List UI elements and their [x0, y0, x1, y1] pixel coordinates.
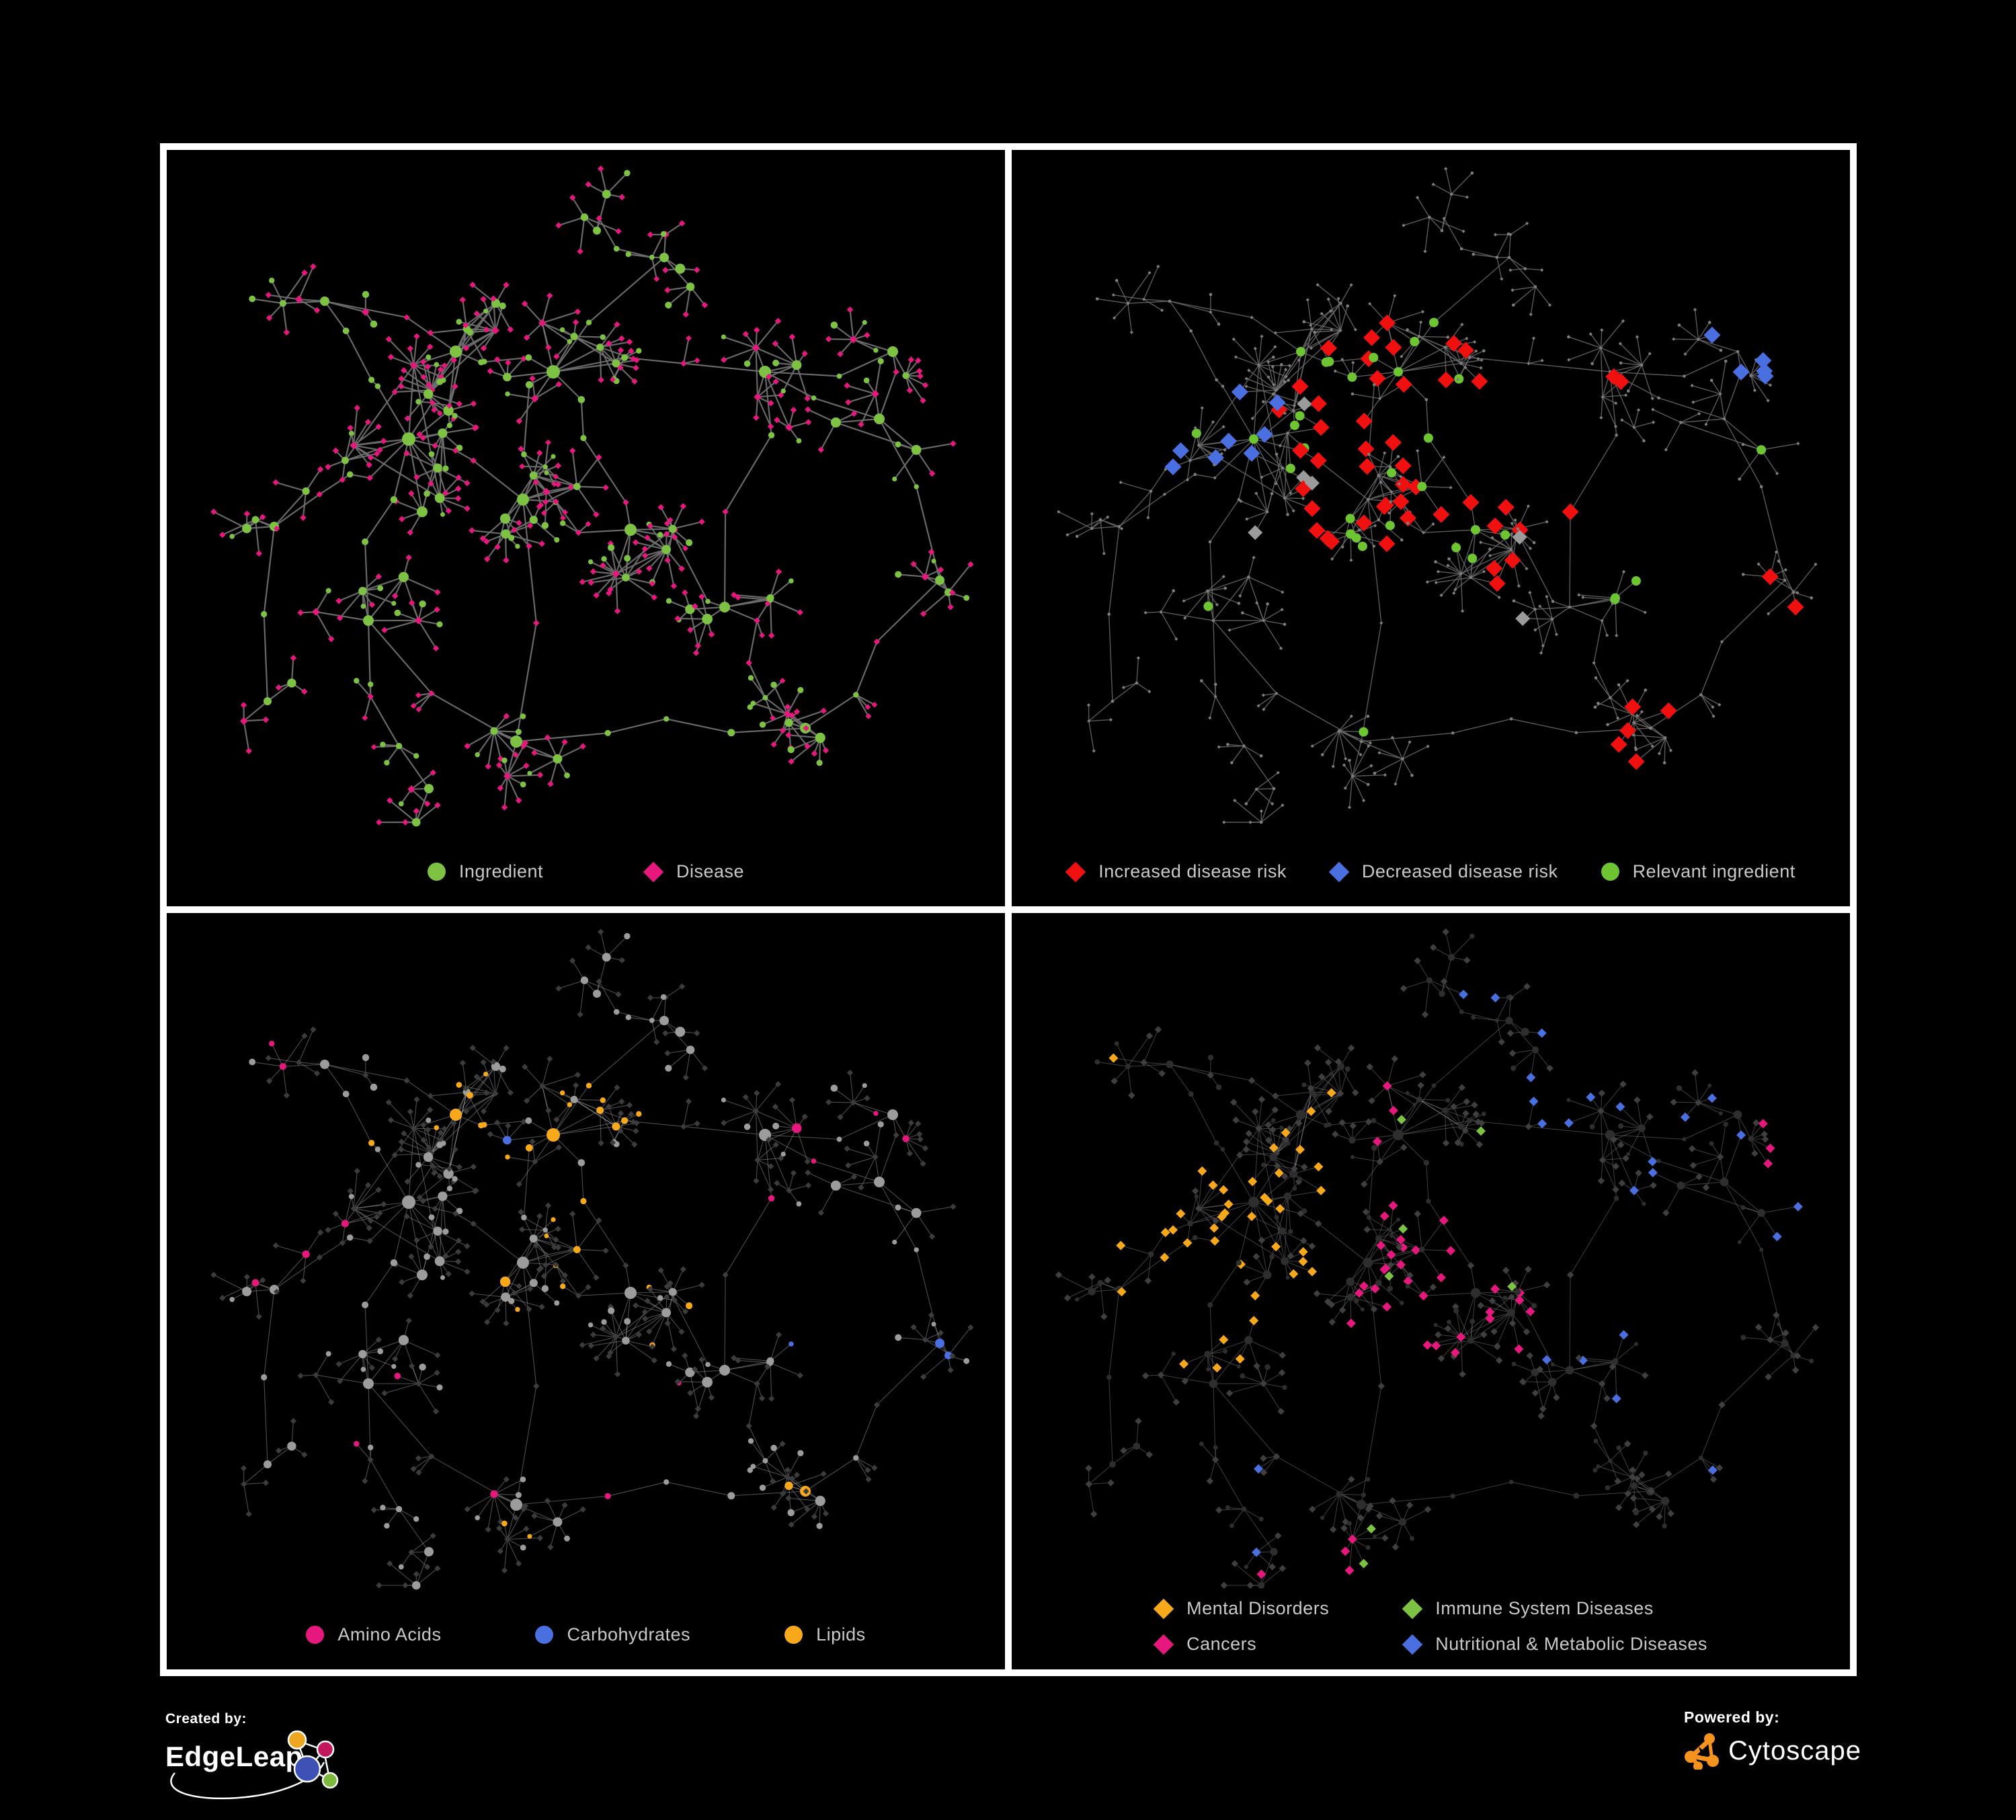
network-plot-nutrient-categories	[210, 928, 974, 1590]
edgeleap-network-icon	[170, 1730, 339, 1800]
created-by-label: Created by:	[165, 1711, 247, 1727]
panel-disease-risk: Increased disease risk Decreased disease …	[1012, 150, 1850, 906]
legend-item-relevant-ingredient: Relevant ingredient	[1601, 861, 1796, 882]
legend-label: Mental Disorders	[1186, 1598, 1330, 1618]
legend-label: Relevant ingredient	[1632, 861, 1796, 881]
circle-swatch-icon	[306, 1626, 325, 1644]
cytoscape-network-icon	[1685, 1733, 1719, 1770]
diamond-swatch-icon	[1402, 1598, 1423, 1619]
panel-ingredient-disease: Ingredient Disease	[167, 150, 1005, 906]
circle-swatch-icon	[535, 1626, 554, 1644]
legend-item-immune-system-diseases: Immune System Diseases	[1402, 1598, 1654, 1619]
network-plot-disease-risk	[1057, 167, 1818, 824]
legend-label: Immune System Diseases	[1435, 1598, 1654, 1618]
panel-nutrient-categories: Amino Acids Carbohydrates Lipids	[167, 913, 1005, 1669]
edgeleap-branding: Created by: EdgeLeap	[165, 1711, 347, 1800]
edgeleap-logo: EdgeLeap	[165, 1729, 347, 1800]
edgeleap-logo-text: EdgeLeap	[165, 1741, 303, 1772]
diamond-swatch-icon	[1402, 1634, 1423, 1655]
legend-nutrient-categories: Amino Acids Carbohydrates Lipids	[167, 1624, 1005, 1645]
legend-label: Lipids	[816, 1624, 866, 1645]
legend-label: Ingredient	[458, 861, 544, 881]
cytoscape-branding: Powered by: Cytoscape	[1684, 1708, 1861, 1770]
legend-disease-risk: Increased disease risk Decreased disease …	[1012, 861, 1850, 882]
legend-item-nutritional-metabolic-diseases: Nutritional & Metabolic Diseases	[1402, 1634, 1707, 1655]
panels-frame: Ingredient Disease Increased disease risk…	[160, 143, 1857, 1676]
diamond-swatch-icon	[1153, 1634, 1174, 1655]
circle-swatch-icon	[1601, 863, 1619, 881]
diamond-swatch-icon	[1153, 1598, 1174, 1619]
legend-label: Decreased disease risk	[1361, 861, 1558, 881]
legend-item-disease: Disease	[643, 861, 745, 882]
legend-label: Amino Acids	[337, 1624, 442, 1645]
cytoscape-logo: Cytoscape	[1684, 1732, 1861, 1770]
legend-label: Carbohydrates	[567, 1624, 691, 1645]
network-plot-ingredient-disease	[210, 165, 974, 827]
legend-item-decreased-disease-risk: Decreased disease risk	[1328, 861, 1558, 882]
legend-ingredient-disease: Ingredient Disease	[167, 861, 1005, 882]
legend-item-ingredient: Ingredient	[427, 861, 544, 882]
legend-label: Nutritional & Metabolic Diseases	[1435, 1634, 1707, 1654]
circle-swatch-icon	[427, 863, 446, 881]
legend-label: Disease	[676, 861, 745, 881]
legend-disease-categories: Mental Disorders Cancers Immune System Dis…	[1012, 1598, 1850, 1655]
diamond-swatch-icon	[1065, 861, 1086, 882]
powered-by-label: Powered by:	[1684, 1708, 1780, 1726]
legend-item-increased-disease-risk: Increased disease risk	[1065, 861, 1287, 882]
network-plot-disease-categories	[1055, 928, 1820, 1589]
diamond-swatch-icon	[1328, 861, 1350, 882]
cytoscape-logo-text: Cytoscape	[1728, 1735, 1861, 1766]
legend-item-cancers: Cancers	[1153, 1634, 1257, 1655]
legend-item-amino-acids: Amino Acids	[306, 1624, 441, 1645]
legend-item-lipids: Lipids	[784, 1624, 866, 1645]
circle-swatch-icon	[784, 1626, 803, 1644]
legend-label: Increased disease risk	[1098, 861, 1287, 881]
legend-item-carbohydrates: Carbohydrates	[535, 1624, 690, 1645]
diamond-swatch-icon	[643, 861, 664, 882]
panel-disease-categories: Mental Disorders Cancers Immune System Dis…	[1012, 913, 1850, 1669]
legend-item-mental-disorders: Mental Disorders	[1153, 1598, 1330, 1619]
legend-label: Cancers	[1186, 1634, 1257, 1654]
